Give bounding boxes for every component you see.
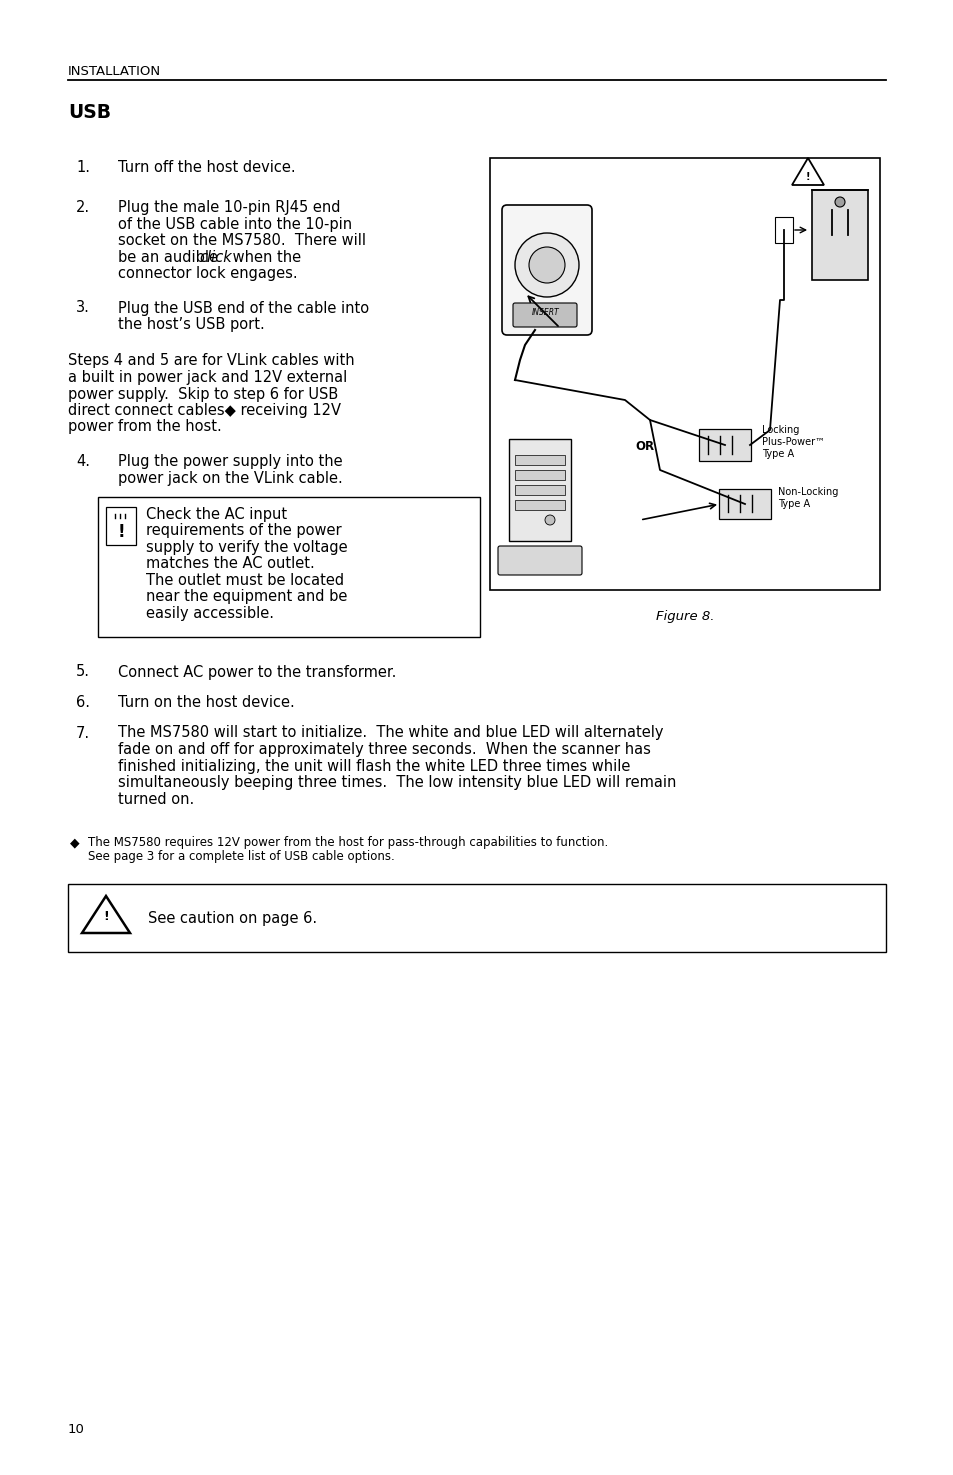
Text: Plug the power supply into the: Plug the power supply into the xyxy=(118,454,342,469)
Bar xyxy=(106,507,136,544)
FancyBboxPatch shape xyxy=(699,429,750,462)
Text: 10: 10 xyxy=(68,1423,85,1437)
Circle shape xyxy=(544,515,555,525)
Bar xyxy=(515,471,564,479)
FancyBboxPatch shape xyxy=(513,302,577,327)
Text: be an audible: be an audible xyxy=(118,249,222,264)
Text: See caution on page 6.: See caution on page 6. xyxy=(148,910,316,925)
Text: power supply.  Skip to step 6 for USB: power supply. Skip to step 6 for USB xyxy=(68,386,338,401)
Text: Connect AC power to the transformer.: Connect AC power to the transformer. xyxy=(118,665,395,680)
Text: !: ! xyxy=(103,910,109,923)
Text: OR: OR xyxy=(635,440,654,453)
FancyBboxPatch shape xyxy=(509,440,571,541)
Text: fade on and off for approximately three seconds.  When the scanner has: fade on and off for approximately three … xyxy=(118,742,650,757)
Text: when the: when the xyxy=(228,249,301,264)
Text: Locking: Locking xyxy=(761,425,799,435)
Circle shape xyxy=(515,233,578,296)
Text: easily accessible.: easily accessible. xyxy=(146,606,274,621)
Text: Type A: Type A xyxy=(778,499,809,509)
Text: turned on.: turned on. xyxy=(118,792,194,807)
Text: 7.: 7. xyxy=(76,726,90,740)
Text: Check the AC input: Check the AC input xyxy=(146,507,287,522)
Text: click: click xyxy=(199,249,232,264)
Text: 2.: 2. xyxy=(76,201,90,215)
Text: 6.: 6. xyxy=(76,695,90,709)
Bar xyxy=(515,454,564,465)
Text: matches the AC outlet.: matches the AC outlet. xyxy=(146,556,314,571)
Bar xyxy=(490,158,879,590)
Text: 4.: 4. xyxy=(76,454,90,469)
Text: USB: USB xyxy=(68,103,111,122)
Text: supply to verify the voltage: supply to verify the voltage xyxy=(146,540,347,555)
Text: the host’s USB port.: the host’s USB port. xyxy=(118,317,265,332)
Text: Turn off the host device.: Turn off the host device. xyxy=(118,159,295,176)
Text: The MS7580 will start to initialize.  The white and blue LED will alternately: The MS7580 will start to initialize. The… xyxy=(118,726,662,740)
Text: requirements of the power: requirements of the power xyxy=(146,524,341,538)
Text: 3.: 3. xyxy=(76,301,90,316)
Text: !: ! xyxy=(117,524,125,541)
Circle shape xyxy=(529,246,564,283)
Text: 5.: 5. xyxy=(76,665,90,680)
Text: direct connect cables◆ receiving 12V: direct connect cables◆ receiving 12V xyxy=(68,403,340,417)
Text: Non-Locking: Non-Locking xyxy=(778,487,838,497)
Text: Type A: Type A xyxy=(761,448,793,459)
FancyBboxPatch shape xyxy=(811,190,867,280)
Text: INSERT: INSERT xyxy=(532,308,559,317)
Text: simultaneously beeping three times.  The low intensity blue LED will remain: simultaneously beeping three times. The … xyxy=(118,774,676,791)
Circle shape xyxy=(834,198,844,206)
Text: Steps 4 and 5 are for VLink cables with: Steps 4 and 5 are for VLink cables with xyxy=(68,354,355,369)
Text: See page 3 for a complete list of USB cable options.: See page 3 for a complete list of USB ca… xyxy=(88,850,395,863)
Bar xyxy=(98,497,479,637)
Text: 1.: 1. xyxy=(76,159,90,176)
FancyBboxPatch shape xyxy=(774,217,792,243)
Text: Plus-Power™: Plus-Power™ xyxy=(761,437,824,447)
Bar xyxy=(515,485,564,496)
Text: The MS7580 requires 12V power from the host for pass-through capabilities to fun: The MS7580 requires 12V power from the h… xyxy=(88,836,608,850)
Text: The outlet must be located: The outlet must be located xyxy=(146,572,344,589)
Text: INSTALLATION: INSTALLATION xyxy=(68,65,161,78)
Text: socket on the MS7580.  There will: socket on the MS7580. There will xyxy=(118,233,366,248)
Text: Turn on the host device.: Turn on the host device. xyxy=(118,695,294,709)
Text: ◆: ◆ xyxy=(70,836,79,850)
Text: power jack on the VLink cable.: power jack on the VLink cable. xyxy=(118,471,342,485)
Text: finished initializing, the unit will flash the white LED three times while: finished initializing, the unit will fla… xyxy=(118,758,630,773)
FancyBboxPatch shape xyxy=(497,546,581,575)
Bar xyxy=(68,884,885,951)
Text: of the USB cable into the 10-pin: of the USB cable into the 10-pin xyxy=(118,217,352,232)
Text: a built in power jack and 12V external: a built in power jack and 12V external xyxy=(68,370,347,385)
FancyBboxPatch shape xyxy=(501,205,592,335)
Text: Plug the male 10-pin RJ45 end: Plug the male 10-pin RJ45 end xyxy=(118,201,340,215)
Text: !: ! xyxy=(805,173,809,181)
Text: near the equipment and be: near the equipment and be xyxy=(146,590,347,605)
Text: Figure 8.: Figure 8. xyxy=(655,611,714,622)
Text: connector lock engages.: connector lock engages. xyxy=(118,266,297,282)
FancyBboxPatch shape xyxy=(719,490,770,519)
Text: Plug the USB end of the cable into: Plug the USB end of the cable into xyxy=(118,301,369,316)
Bar xyxy=(515,500,564,510)
Text: power from the host.: power from the host. xyxy=(68,419,221,435)
